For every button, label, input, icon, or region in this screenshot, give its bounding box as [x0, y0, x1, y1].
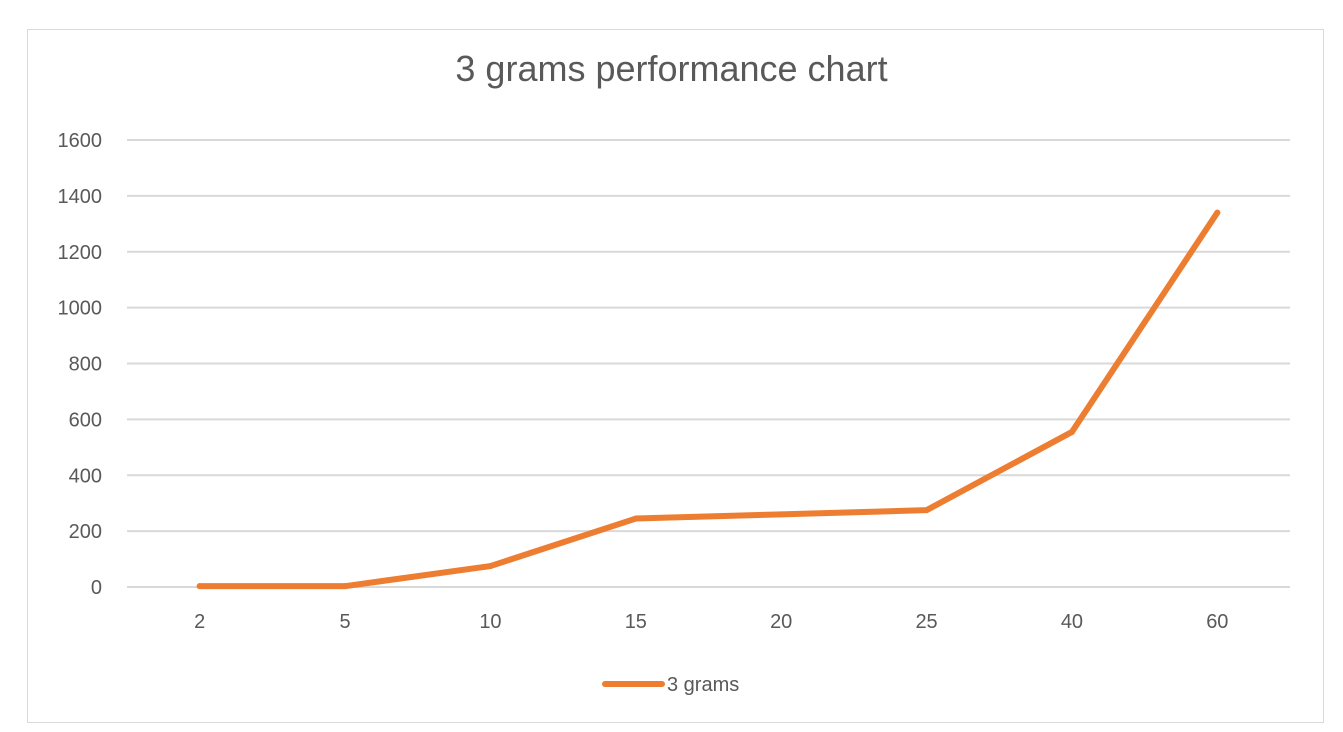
y-tick-label-1200: 1200	[58, 242, 103, 264]
y-tick-label-1600: 1600	[58, 130, 103, 152]
y-tick-label-600: 600	[69, 409, 102, 431]
data-point-15	[632, 515, 639, 522]
data-point-10	[487, 563, 494, 570]
data-point-60	[1214, 209, 1221, 216]
x-tick-label-25: 25	[915, 611, 937, 633]
x-tick-label-5: 5	[340, 611, 351, 633]
y-tick-label-200: 200	[69, 521, 102, 543]
legend-label: 3 grams	[667, 674, 739, 696]
data-point-40	[1068, 428, 1075, 435]
y-tick-label-0: 0	[91, 577, 102, 599]
x-tick-label-40: 40	[1061, 611, 1083, 633]
series-line-0	[196, 209, 1221, 590]
x-tick-label-2: 2	[194, 611, 205, 633]
x-tick-label-10: 10	[479, 611, 501, 633]
data-point-5	[342, 583, 349, 590]
y-tick-label-400: 400	[69, 465, 102, 487]
x-tick-label-60: 60	[1206, 611, 1228, 633]
data-point-25	[923, 507, 930, 514]
y-tick-label-800: 800	[69, 354, 102, 376]
x-tick-label-15: 15	[625, 611, 647, 633]
data-point-2	[196, 583, 203, 590]
chart-title: 3 grams performance chart	[455, 48, 888, 89]
y-tick-label-1400: 1400	[58, 186, 103, 208]
x-tick-label-20: 20	[770, 611, 792, 633]
y-tick-label-1000: 1000	[58, 298, 103, 320]
data-point-20	[778, 511, 785, 518]
